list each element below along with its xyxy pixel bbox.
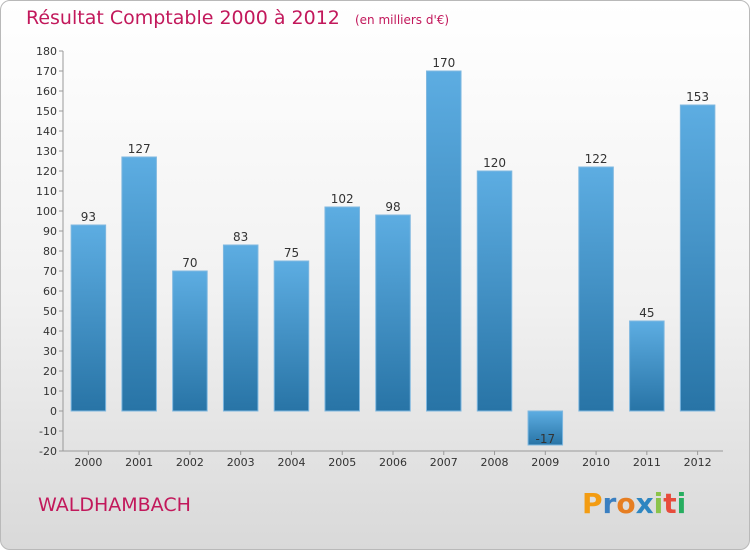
bar-2008 (476, 170, 513, 412)
x-tick-label-2007: 2007 (430, 456, 458, 469)
bar-2010 (578, 166, 614, 412)
y-tick-label: 10 (43, 385, 57, 398)
title-row: Résultat Comptable 2000 à 2012 (en milli… (26, 7, 449, 29)
data-label-2002: 70 (182, 256, 197, 270)
y-tick-label: 160 (36, 85, 57, 98)
chart-subtitle: (en milliers d'€) (354, 13, 450, 27)
data-label-2011: 45 (639, 306, 654, 320)
commune-name: WALDHAMBACH (38, 494, 191, 516)
y-tick-label: 0 (50, 405, 57, 418)
x-tick-label-2006: 2006 (379, 456, 407, 469)
x-tick-label-2004: 2004 (277, 456, 305, 469)
y-tick-label: 90 (43, 225, 57, 238)
proxiti-logo: Proxiti (582, 487, 686, 520)
bar-2000 (70, 224, 107, 412)
data-label-2009: -17 (536, 432, 556, 446)
y-tick-label: -10 (39, 425, 57, 438)
y-tick-label: 40 (43, 325, 57, 338)
bar-2006 (375, 214, 411, 412)
y-tick-label: 30 (43, 345, 57, 358)
y-tick-label: 180 (36, 45, 57, 58)
logo-letter: r (602, 487, 617, 520)
logo-letter: o (616, 487, 636, 520)
y-tick-label: 140 (36, 125, 57, 138)
x-tick-label-2001: 2001 (125, 456, 153, 469)
y-tick-label: 110 (36, 185, 57, 198)
y-tick-label: 80 (43, 245, 57, 258)
data-label-2005: 102 (331, 192, 354, 206)
y-tick-label: 120 (36, 165, 57, 178)
data-label-2006: 98 (385, 200, 400, 214)
y-tick-label: 20 (43, 365, 57, 378)
data-label-2010: 122 (585, 152, 608, 166)
bar-2004 (273, 260, 310, 412)
bar-2003 (222, 244, 259, 412)
x-tick-label-2008: 2008 (481, 456, 509, 469)
bar-2011 (629, 320, 665, 412)
x-tick-label-2010: 2010 (582, 456, 610, 469)
bar-2012 (679, 104, 716, 412)
bar-2002 (172, 270, 208, 412)
y-tick-label: 100 (36, 205, 57, 218)
y-tick-label: 150 (36, 105, 57, 118)
x-tick-label-2012: 2012 (684, 456, 712, 469)
x-tick-label-2002: 2002 (176, 456, 204, 469)
bar-2007 (426, 70, 462, 412)
logo-letter: i (653, 487, 664, 520)
y-tick-label: 70 (43, 265, 57, 278)
y-tick-label: 130 (36, 145, 57, 158)
logo-letter: i (676, 487, 687, 520)
x-tick-label-2005: 2005 (328, 456, 356, 469)
data-label-2007: 170 (432, 56, 455, 70)
y-tick-label: 50 (43, 305, 57, 318)
x-tick-label-2003: 2003 (227, 456, 255, 469)
x-tick-label-2011: 2011 (633, 456, 661, 469)
y-tick-label: 170 (36, 65, 57, 78)
data-label-2000: 93 (81, 210, 96, 224)
bar-2005 (324, 206, 360, 412)
y-tick-label: 60 (43, 285, 57, 298)
x-tick-label-2000: 2000 (74, 456, 102, 469)
data-label-2004: 75 (284, 246, 299, 260)
data-label-2012: 153 (686, 90, 709, 104)
chart-title: Résultat Comptable 2000 à 2012 (26, 7, 340, 29)
bar-2001 (121, 156, 157, 412)
x-tick-label-2009: 2009 (531, 456, 559, 469)
logo-letter: x (635, 487, 654, 520)
y-tick-label: -20 (39, 445, 57, 458)
data-label-2001: 127 (128, 142, 151, 156)
data-label-2003: 83 (233, 230, 248, 244)
data-label-2008: 120 (483, 156, 506, 170)
bar-2009 (527, 410, 564, 446)
logo-letter: P (582, 487, 603, 520)
logo-letter: t (663, 487, 677, 520)
